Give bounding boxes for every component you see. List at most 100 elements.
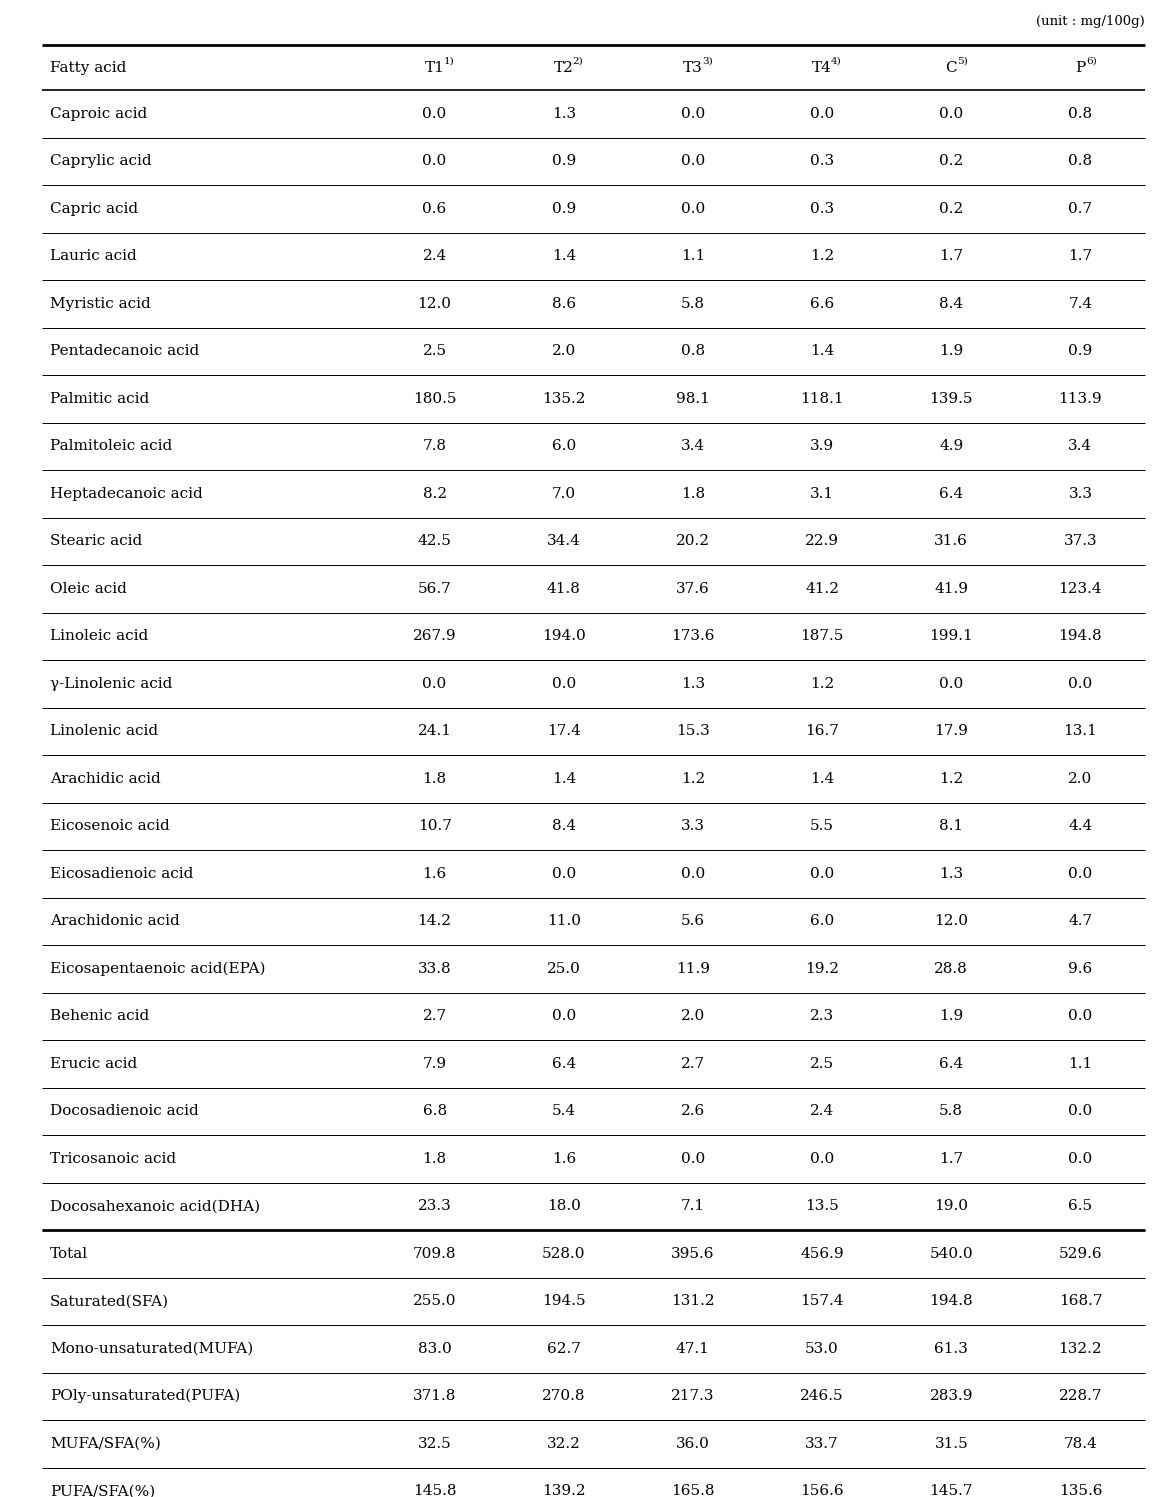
Text: 0.7: 0.7 — [1068, 202, 1093, 216]
Text: 42.5: 42.5 — [417, 534, 451, 548]
Text: 5.5: 5.5 — [810, 819, 834, 834]
Text: 0.3: 0.3 — [810, 154, 834, 168]
Text: 6.0: 6.0 — [810, 915, 834, 928]
Text: 0.2: 0.2 — [939, 202, 963, 216]
Text: 23.3: 23.3 — [417, 1199, 451, 1213]
Text: 41.9: 41.9 — [934, 582, 968, 596]
Text: 5.8: 5.8 — [939, 1105, 963, 1118]
Text: 6.8: 6.8 — [423, 1105, 446, 1118]
Text: 0.6: 0.6 — [423, 202, 446, 216]
Text: T4: T4 — [812, 61, 832, 75]
Text: 78.4: 78.4 — [1063, 1437, 1097, 1451]
Text: 1.4: 1.4 — [810, 772, 834, 786]
Text: 83.0: 83.0 — [417, 1341, 451, 1356]
Text: 3.9: 3.9 — [810, 439, 834, 454]
Text: 3): 3) — [701, 57, 713, 66]
Text: 6.4: 6.4 — [939, 1057, 963, 1070]
Text: 0.0: 0.0 — [423, 154, 446, 168]
Text: 6.4: 6.4 — [551, 1057, 576, 1070]
Text: Arachidic acid: Arachidic acid — [51, 772, 161, 786]
Text: 0.0: 0.0 — [423, 106, 446, 121]
Text: 0.0: 0.0 — [680, 202, 705, 216]
Text: 41.2: 41.2 — [805, 582, 839, 596]
Text: 1.9: 1.9 — [939, 344, 963, 358]
Text: 6): 6) — [1086, 57, 1096, 66]
Text: 7.8: 7.8 — [423, 439, 446, 454]
Text: 3.3: 3.3 — [1068, 487, 1093, 501]
Text: 28.8: 28.8 — [934, 961, 968, 976]
Text: Lauric acid: Lauric acid — [51, 249, 136, 263]
Text: 1.9: 1.9 — [939, 1009, 963, 1024]
Text: 11.0: 11.0 — [546, 915, 580, 928]
Text: 0.0: 0.0 — [680, 867, 705, 880]
Text: Behenic acid: Behenic acid — [51, 1009, 149, 1024]
Text: 255.0: 255.0 — [412, 1295, 456, 1308]
Text: 270.8: 270.8 — [542, 1389, 585, 1403]
Text: 0.9: 0.9 — [551, 202, 576, 216]
Text: 16.7: 16.7 — [805, 725, 839, 738]
Text: 8.1: 8.1 — [939, 819, 963, 834]
Text: 12.0: 12.0 — [934, 915, 968, 928]
Text: Fatty acid: Fatty acid — [51, 61, 127, 75]
Text: 1.4: 1.4 — [551, 772, 576, 786]
Text: 37.6: 37.6 — [676, 582, 710, 596]
Text: 2.0: 2.0 — [680, 1009, 705, 1024]
Text: 32.5: 32.5 — [417, 1437, 451, 1451]
Text: Palmitoleic acid: Palmitoleic acid — [51, 439, 173, 454]
Text: 0.2: 0.2 — [939, 154, 963, 168]
Text: 180.5: 180.5 — [412, 392, 456, 406]
Text: 132.2: 132.2 — [1059, 1341, 1102, 1356]
Text: 24.1: 24.1 — [417, 725, 451, 738]
Text: 2.4: 2.4 — [423, 249, 446, 263]
Text: POly-unsaturated(PUFA): POly-unsaturated(PUFA) — [51, 1389, 240, 1404]
Text: 0.8: 0.8 — [1068, 106, 1093, 121]
Text: Linolenic acid: Linolenic acid — [51, 725, 159, 738]
Text: 0.8: 0.8 — [680, 344, 705, 358]
Text: 0.9: 0.9 — [551, 154, 576, 168]
Text: 0.0: 0.0 — [551, 1009, 576, 1024]
Text: T3: T3 — [683, 61, 703, 75]
Text: 33.7: 33.7 — [805, 1437, 839, 1451]
Text: 2.0: 2.0 — [1068, 772, 1093, 786]
Text: Arachidonic acid: Arachidonic acid — [51, 915, 180, 928]
Text: 0.0: 0.0 — [1068, 1151, 1093, 1166]
Text: Docosahexanoic acid(DHA): Docosahexanoic acid(DHA) — [51, 1199, 260, 1213]
Text: Eicosadienoic acid: Eicosadienoic acid — [51, 867, 194, 880]
Text: 0.0: 0.0 — [551, 677, 576, 690]
Text: 0.0: 0.0 — [680, 1151, 705, 1166]
Text: 194.5: 194.5 — [542, 1295, 585, 1308]
Text: 2.6: 2.6 — [680, 1105, 705, 1118]
Text: 5.6: 5.6 — [680, 915, 705, 928]
Text: 8.4: 8.4 — [552, 819, 576, 834]
Text: 0.0: 0.0 — [1068, 677, 1093, 690]
Text: Tricosanoic acid: Tricosanoic acid — [51, 1151, 176, 1166]
Text: 217.3: 217.3 — [671, 1389, 714, 1403]
Text: 0.8: 0.8 — [1068, 154, 1093, 168]
Text: 165.8: 165.8 — [671, 1484, 714, 1497]
Text: 0.0: 0.0 — [680, 106, 705, 121]
Text: 61.3: 61.3 — [934, 1341, 968, 1356]
Text: 98.1: 98.1 — [676, 392, 710, 406]
Text: 6.4: 6.4 — [939, 487, 963, 501]
Text: 13.1: 13.1 — [1063, 725, 1097, 738]
Text: 395.6: 395.6 — [671, 1247, 714, 1260]
Text: 540.0: 540.0 — [929, 1247, 973, 1260]
Text: 123.4: 123.4 — [1059, 582, 1102, 596]
Text: 31.6: 31.6 — [934, 534, 968, 548]
Text: Total: Total — [51, 1247, 88, 1260]
Text: 0.0: 0.0 — [1068, 867, 1093, 880]
Text: 19.2: 19.2 — [805, 961, 839, 976]
Text: 199.1: 199.1 — [929, 629, 973, 644]
Text: 1.3: 1.3 — [552, 106, 576, 121]
Text: 4.7: 4.7 — [1068, 915, 1093, 928]
Text: 11.9: 11.9 — [676, 961, 710, 976]
Text: 12.0: 12.0 — [417, 296, 451, 311]
Text: 56.7: 56.7 — [417, 582, 451, 596]
Text: 157.4: 157.4 — [800, 1295, 844, 1308]
Text: 0.0: 0.0 — [1068, 1009, 1093, 1024]
Text: 1.3: 1.3 — [939, 867, 963, 880]
Text: 1.7: 1.7 — [1068, 249, 1093, 263]
Text: 32.2: 32.2 — [546, 1437, 580, 1451]
Text: 194.8: 194.8 — [929, 1295, 973, 1308]
Text: 1.6: 1.6 — [551, 1151, 576, 1166]
